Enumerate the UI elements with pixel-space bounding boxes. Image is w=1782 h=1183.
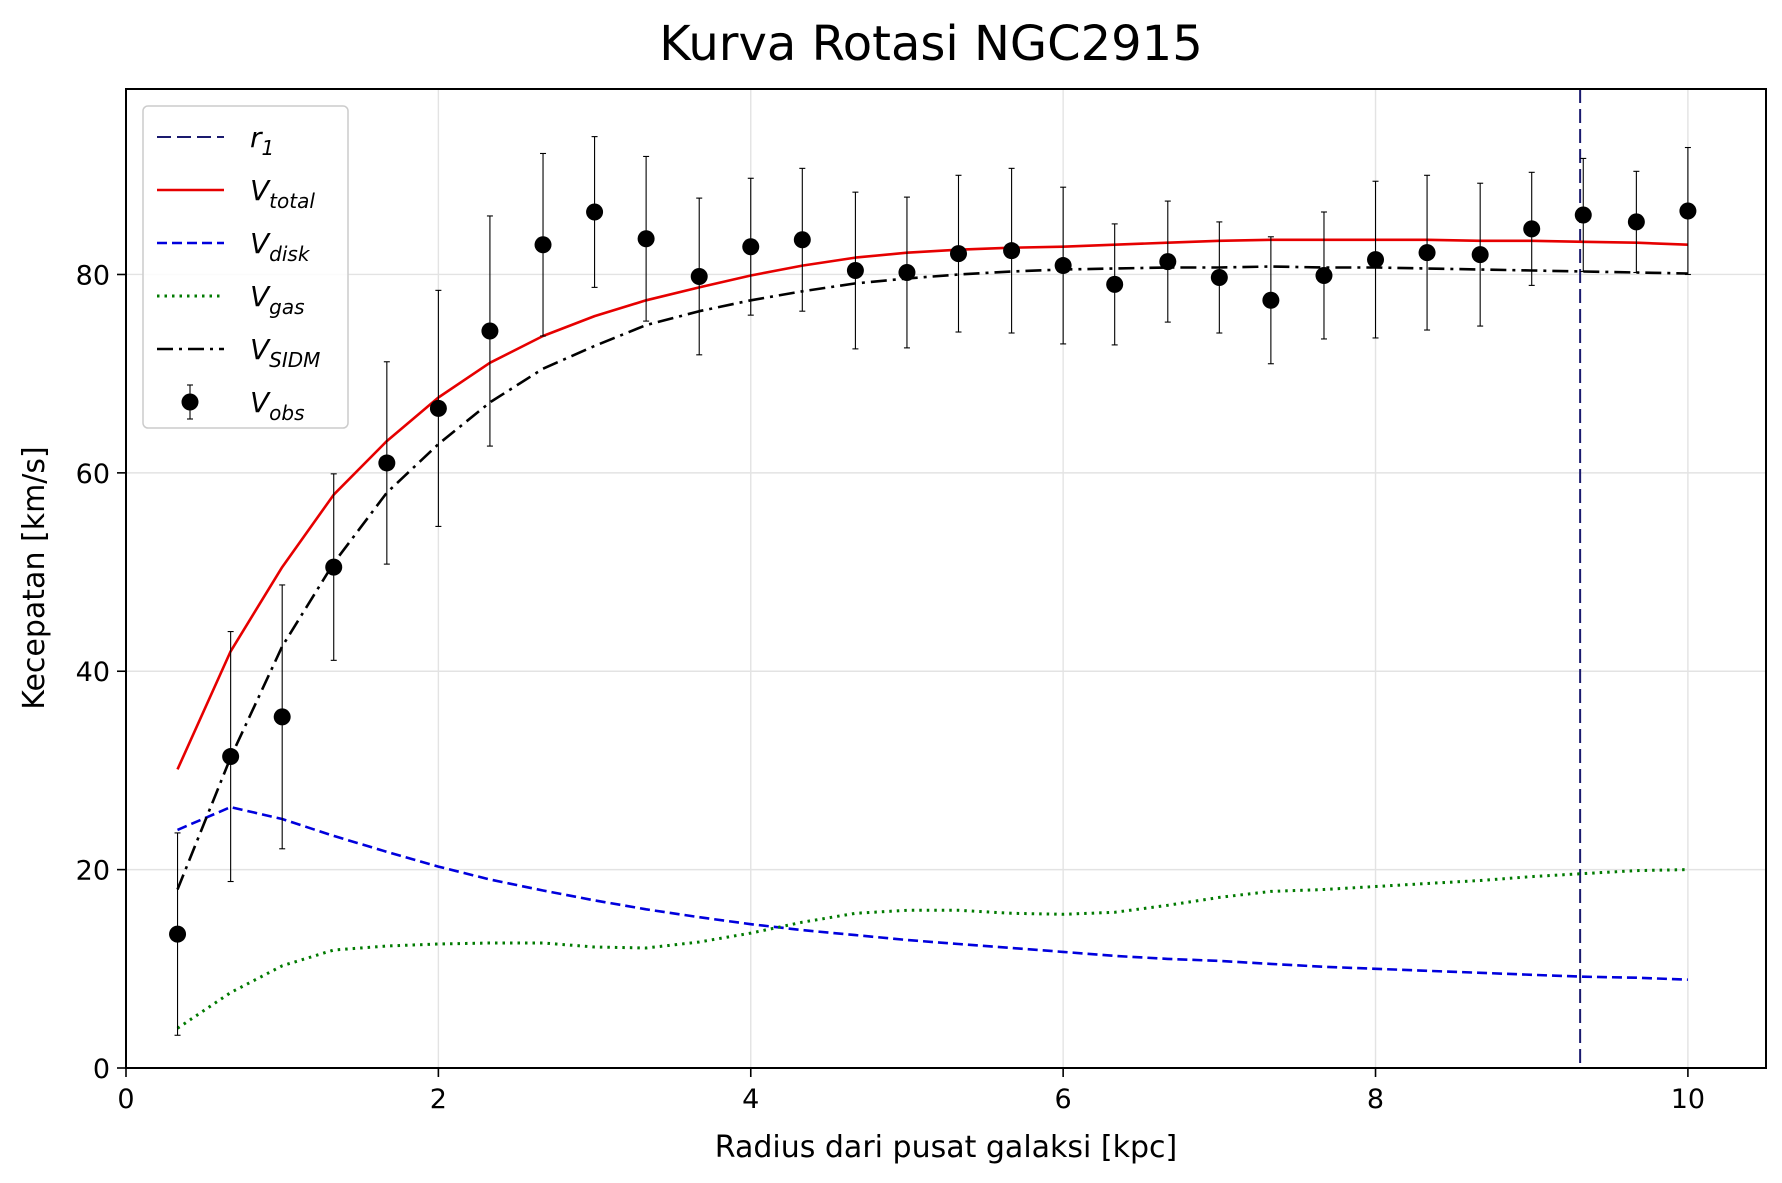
y-axis-label: Kecepatan [km/s] — [17, 446, 52, 709]
vobs-point — [169, 925, 187, 943]
x-axis-label: Radius dari pusat galaksi [kpc] — [715, 1130, 1177, 1165]
plot-data — [169, 89, 1697, 1068]
vobs-point — [1679, 202, 1697, 220]
vobs-point — [481, 322, 499, 340]
x-tick-label: 6 — [1055, 1084, 1072, 1115]
vobs-point — [429, 399, 447, 417]
vobs-point — [586, 203, 604, 221]
legend-vgas-main: V — [250, 280, 271, 313]
y-tick-label: 20 — [76, 856, 110, 887]
vobs-point — [1471, 246, 1489, 264]
grid — [125, 89, 1766, 1069]
y-tick-label: 80 — [76, 260, 110, 291]
vobs-point — [1054, 257, 1072, 275]
axis-ticks: 0 2 4 6 8 10 0 20 40 60 80 — [76, 260, 1705, 1115]
vobs-point — [378, 454, 396, 472]
legend-vobs-main: V — [250, 386, 271, 419]
vobs-point — [222, 748, 240, 766]
plot-frame — [125, 88, 1767, 1069]
vsidm-curve — [176, 265, 1688, 890]
vobs-point — [1418, 244, 1436, 262]
legend-vtotal-subscript: total — [269, 189, 315, 213]
vgas-curve — [176, 868, 1688, 1030]
vdisk-curve — [176, 805, 1688, 981]
legend-vtotal-label: Vtotal — [250, 174, 315, 213]
legend-vdisk-subscript: disk — [269, 242, 311, 266]
legend-r1-main: r — [250, 121, 263, 154]
vobs-point — [1367, 251, 1385, 269]
y-tick-label: 0 — [93, 1054, 110, 1085]
vtotal-curve — [176, 238, 1688, 770]
vobs-point — [1627, 213, 1645, 231]
vobs-point — [534, 236, 552, 254]
vobs-point — [793, 231, 811, 249]
legend-vtotal-main: V — [250, 174, 271, 207]
legend-vobs-marker — [181, 393, 199, 411]
vobs-point — [742, 238, 760, 256]
vobs-point — [1315, 266, 1333, 284]
legend-r1-label: r1 — [250, 121, 274, 160]
vobs-point — [949, 245, 967, 263]
vobs-point — [1262, 291, 1280, 309]
vobs-point — [1523, 220, 1541, 238]
x-tick-label: 4 — [742, 1084, 759, 1115]
x-tick-label: 8 — [1367, 1084, 1384, 1115]
vobs-point — [1210, 268, 1228, 286]
vobs-point — [1159, 253, 1177, 271]
legend-vdisk-label: Vdisk — [250, 227, 311, 266]
legend-vgas-subscript: gas — [269, 295, 304, 319]
legend-vobs-label: Vobs — [250, 386, 305, 425]
legend-r1-subscript: 1 — [262, 136, 275, 160]
vobs-point — [637, 230, 655, 248]
chart-title: Kurva Rotasi NGC2915 — [659, 16, 1203, 72]
y-tick-label: 40 — [76, 657, 110, 688]
legend-vdisk-main: V — [250, 227, 271, 260]
legend-vsidm-subscript: SIDM — [269, 348, 320, 372]
legend-vsidm-main: V — [250, 333, 271, 366]
x-tick-label: 10 — [1671, 1084, 1705, 1115]
vobs-point — [1574, 206, 1592, 224]
y-tick-label: 60 — [76, 459, 110, 490]
legend-vobs-subscript: obs — [269, 401, 304, 425]
vobs-point — [325, 558, 343, 576]
legend-box — [142, 105, 349, 429]
x-tick-label: 0 — [117, 1084, 134, 1115]
legend-vsidm-label: VSIDM — [250, 333, 320, 372]
vobs-point — [846, 262, 864, 280]
vobs-point — [273, 708, 291, 726]
vobs-point — [690, 267, 708, 285]
x-tick-label: 2 — [430, 1084, 447, 1115]
vobs-point — [898, 264, 916, 282]
vobs-point — [1003, 242, 1021, 260]
vobs-point — [1106, 275, 1124, 293]
legend-vgas-label: Vgas — [250, 280, 305, 319]
